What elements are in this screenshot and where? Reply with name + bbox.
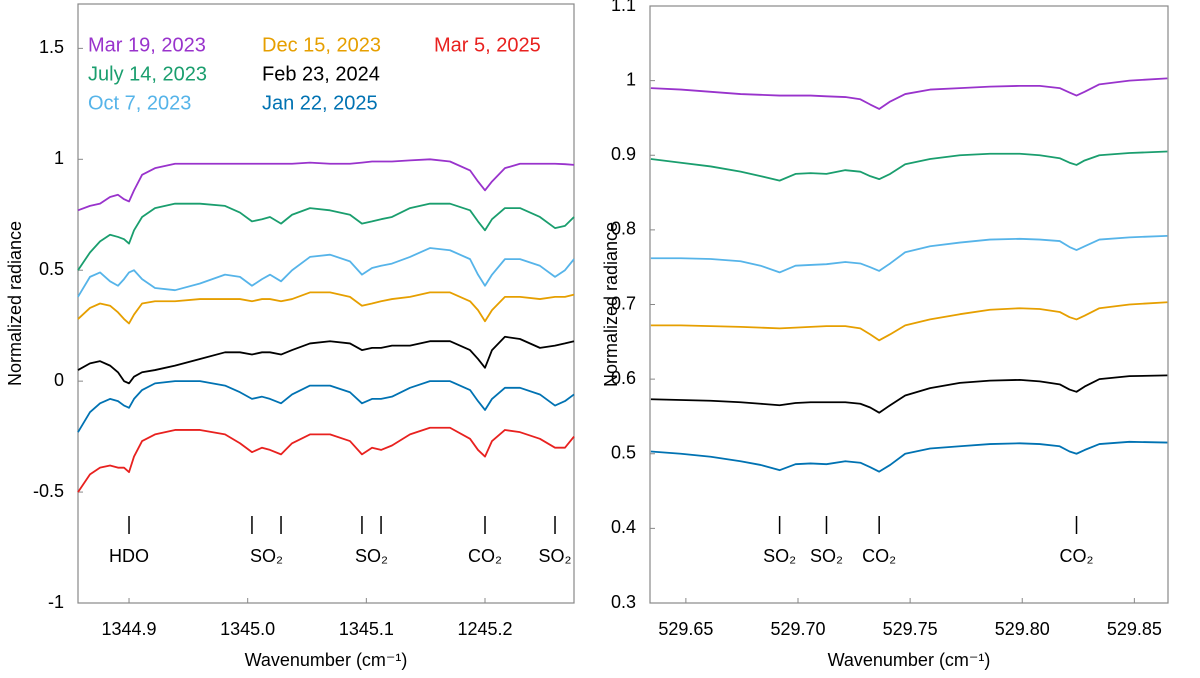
feature-label: SO₂ xyxy=(763,546,796,566)
x-tick-label: 529.70 xyxy=(770,619,825,639)
y-tick-label: 0.8 xyxy=(611,219,636,239)
y-tick-label: 0.9 xyxy=(611,144,636,164)
feature-label: SO₂ xyxy=(355,546,388,566)
legend-entry: Dec 15, 2023 xyxy=(262,34,381,56)
spectrum-line xyxy=(650,234,1168,274)
y-tick-label: 0.4 xyxy=(611,517,636,537)
y-tick-label: -0.5 xyxy=(33,481,64,501)
feature-label: SO₂ xyxy=(810,546,843,566)
x-axis-title: Wavenumber (cm⁻¹) xyxy=(245,650,408,670)
y-tick-label: -1 xyxy=(48,592,64,612)
feature-label: CO₂ xyxy=(1060,546,1094,566)
y-tick-label: 0 xyxy=(54,370,64,390)
spectrum-line xyxy=(650,374,1168,414)
legend-entry: Jan 22, 2025 xyxy=(262,92,378,114)
feature-label: CO₂ xyxy=(468,546,502,566)
spectrum-line xyxy=(650,440,1168,473)
y-tick-label: 1 xyxy=(626,69,636,89)
panel: 1.5 1 0.5 0 -0.5 -1 1344.9 1345.0 1345.1 1245.2 Wa… xyxy=(5,3,575,670)
feature-label: SO₂ xyxy=(250,546,283,566)
x-tick-label: 529.80 xyxy=(995,619,1050,639)
y-tick-label: 0.5 xyxy=(611,443,636,463)
feature-label: CO₂ xyxy=(862,546,896,566)
x-tick-label: 1345.1 xyxy=(339,619,394,639)
y-axis-title: Normalized radiance xyxy=(5,221,25,386)
plot-frame xyxy=(649,5,1169,604)
spectrum-line xyxy=(77,202,575,271)
legend-entry: Mar 5, 2025 xyxy=(434,34,541,56)
legend-entry: July 14, 2023 xyxy=(88,63,207,85)
spectrum-line xyxy=(77,158,575,212)
x-tick-label: 1345.0 xyxy=(220,619,275,639)
feature-label: HDO xyxy=(109,546,149,566)
panel: 1.1 1 0.9 0.8 0.7 0.6 0.5 0.4 0.3 529.65 529.70 529… xyxy=(601,0,1169,670)
y-tick-label: 0.6 xyxy=(611,368,636,388)
spectrum-line xyxy=(77,426,575,493)
spectrum-line xyxy=(650,77,1168,110)
x-tick-label: 1245.2 xyxy=(457,619,512,639)
y-axis-title: Normalized radiance xyxy=(601,222,621,387)
spectrum-line xyxy=(650,301,1168,342)
y-tick-label: 1.1 xyxy=(611,0,636,15)
y-tick-label: 0.3 xyxy=(611,592,636,612)
feature-label: SO₂ xyxy=(539,546,572,566)
spectrum-line xyxy=(650,150,1168,182)
x-tick-label: 529.65 xyxy=(658,619,713,639)
legend-entry: Feb 23, 2024 xyxy=(262,63,380,85)
legend-entry: Mar 19, 2023 xyxy=(88,34,206,56)
x-tick-label: 529.85 xyxy=(1107,619,1162,639)
y-tick-label: 0.5 xyxy=(39,259,64,279)
spectrum-line xyxy=(77,291,575,325)
y-tick-label: 1 xyxy=(54,148,64,168)
y-tick-label: 0.7 xyxy=(611,293,636,313)
y-tick-label: 1.5 xyxy=(39,37,64,57)
plot-frame xyxy=(77,3,575,604)
spectrum-line xyxy=(77,335,575,385)
spectrum-line xyxy=(77,247,575,298)
spectrum-line xyxy=(77,380,575,433)
x-axis-title: Wavenumber (cm⁻¹) xyxy=(828,650,991,670)
legend-entry: Oct 7, 2023 xyxy=(88,92,191,114)
x-tick-label: 529.75 xyxy=(883,619,938,639)
x-tick-label: 1344.9 xyxy=(101,619,156,639)
